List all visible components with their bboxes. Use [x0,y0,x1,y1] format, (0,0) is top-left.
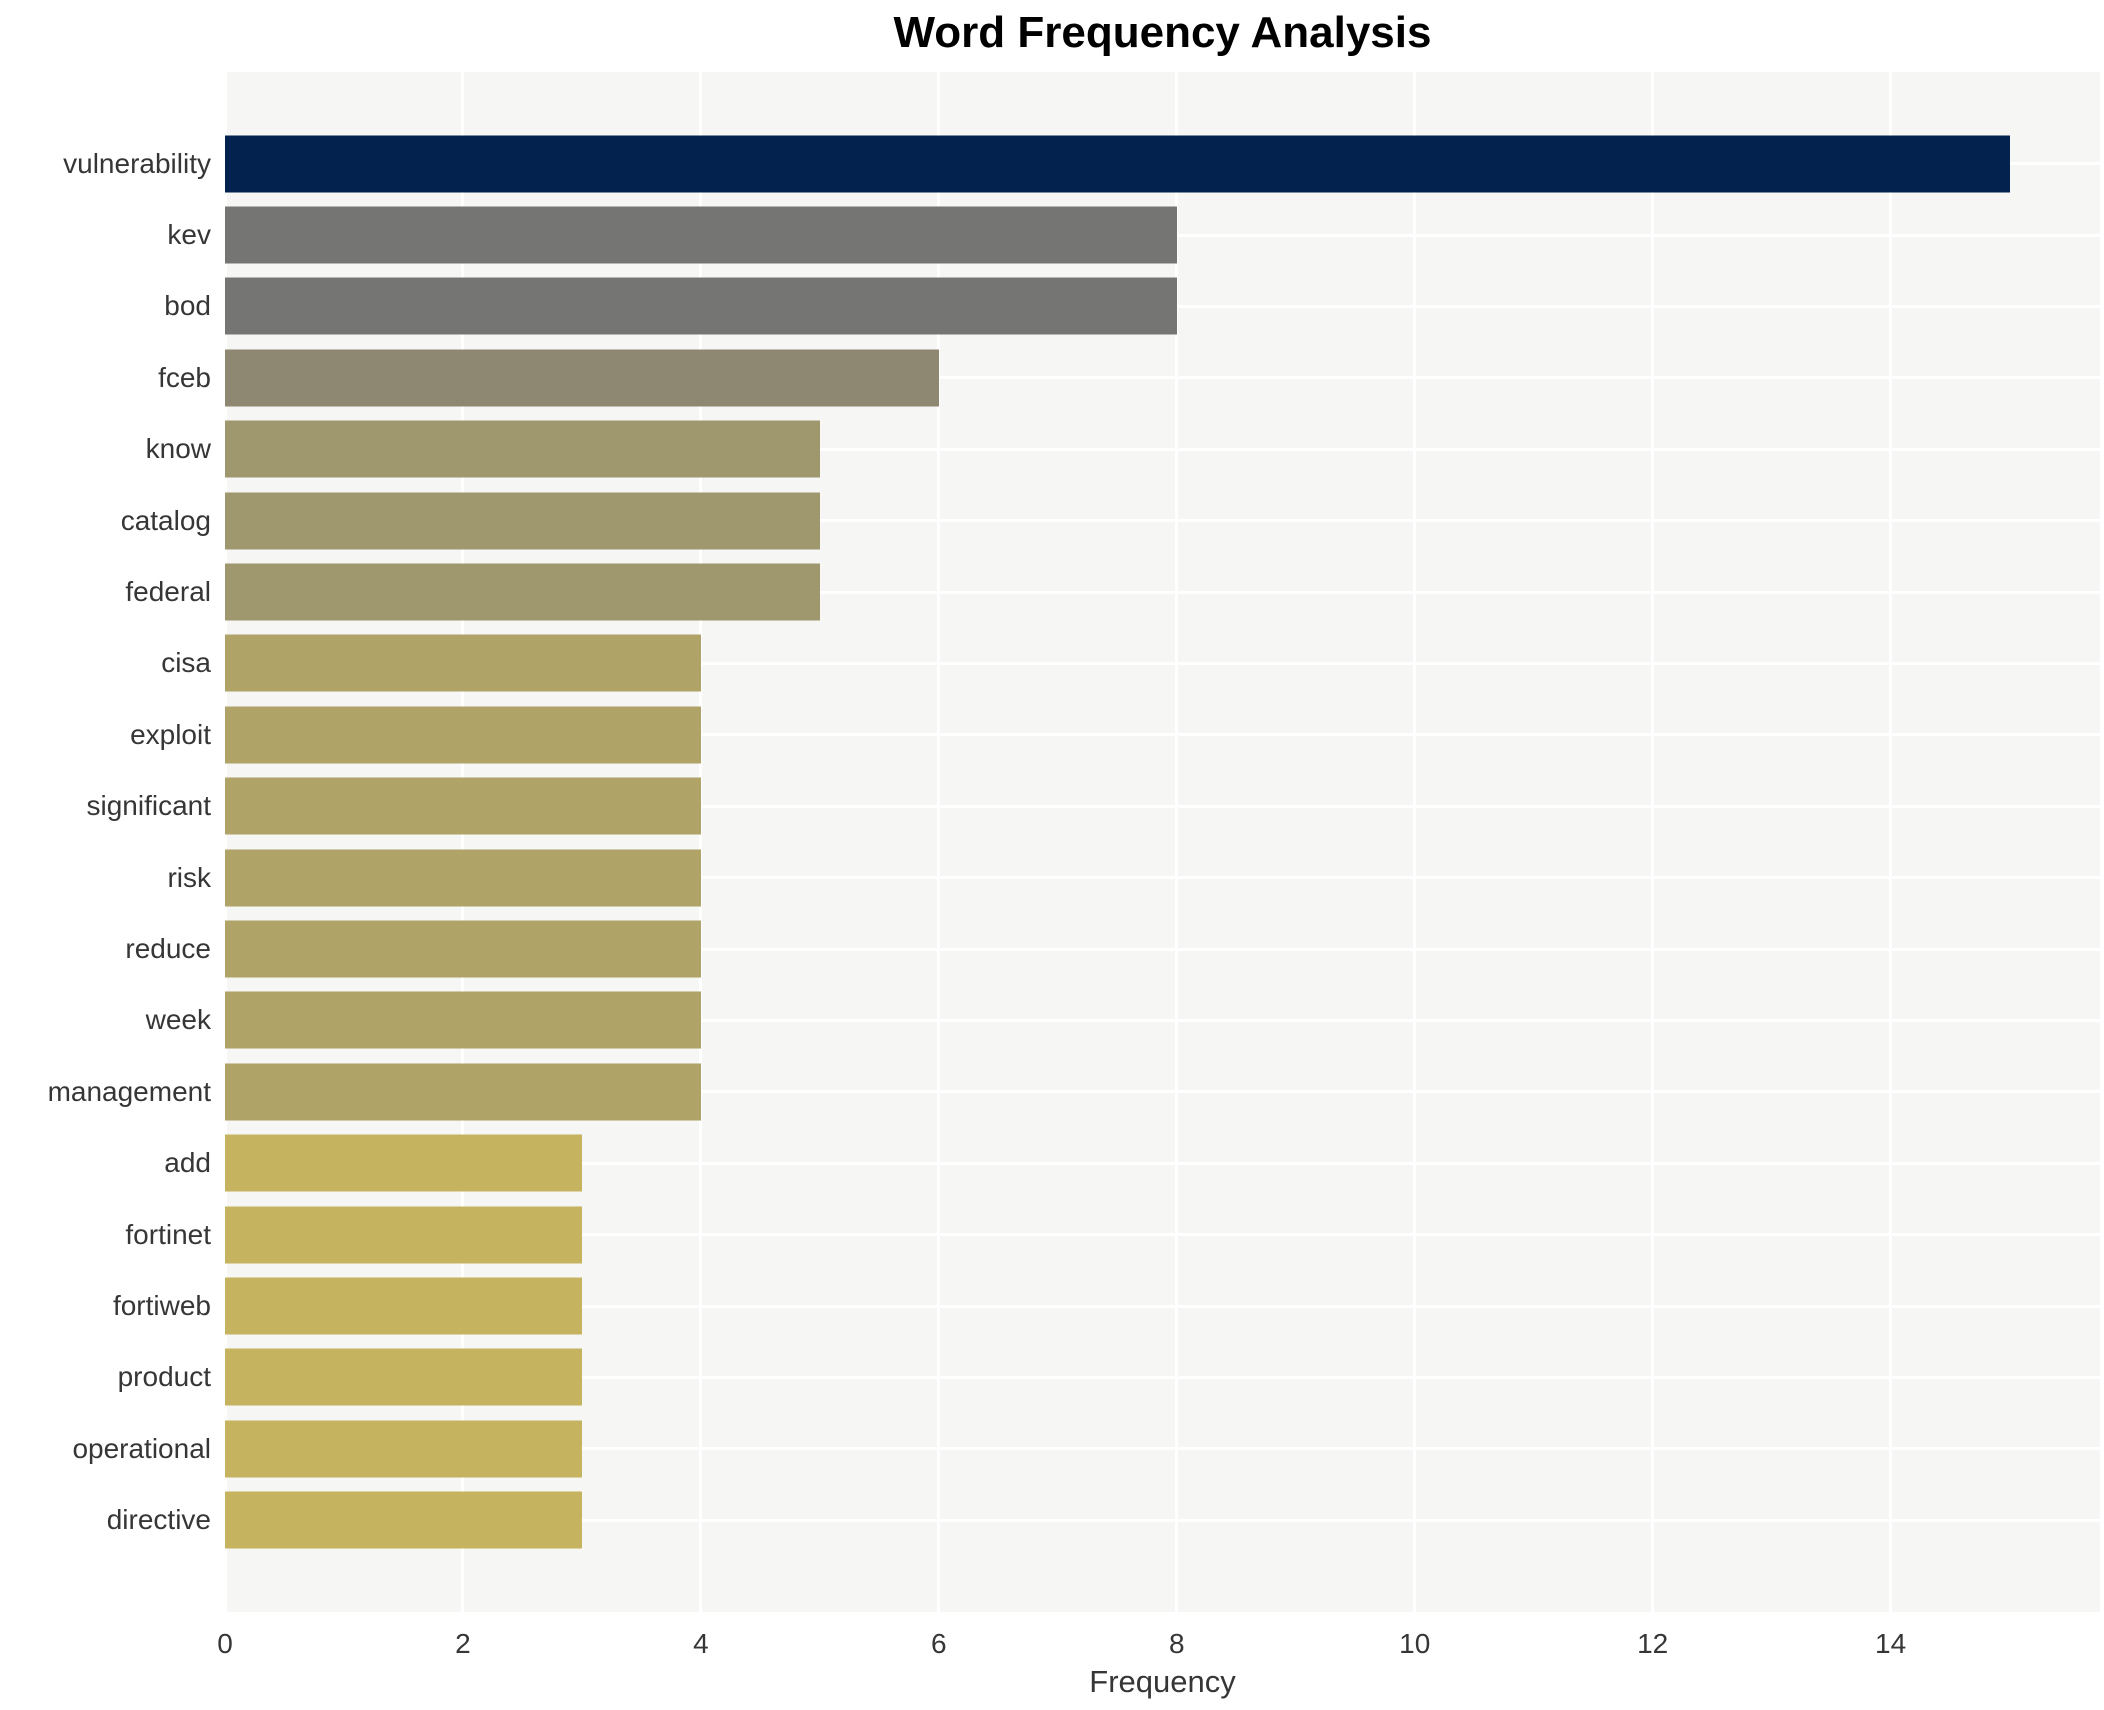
y-tick-label: bod [164,290,211,322]
y-tick-label: significant [86,790,211,822]
y-tick-label: directive [106,1504,211,1536]
x-axis-label: Frequency [1089,1664,1236,1699]
bar [225,991,701,1049]
bar [225,920,701,978]
bar [225,135,2010,193]
bar-row: federal [125,556,2100,627]
bar [225,206,1177,264]
bar-row: week [146,985,2100,1056]
bar [225,349,939,407]
x-tick-label: 2 [455,1628,471,1659]
y-tick-label: operational [72,1432,211,1464]
bar [225,563,820,621]
bar [225,777,701,835]
bar-row: risk [167,842,2100,913]
y-tick-label: kev [167,219,211,251]
bar-row: reduce [125,913,2100,984]
x-gridline [937,72,941,1612]
x-tick-label: 4 [693,1628,709,1659]
bar-row: bod [164,271,2100,342]
y-gridline [225,1019,2100,1022]
y-tick-label: add [164,1147,211,1179]
bar-rows: vulnerability kev bod fceb know catalog federa… [48,72,2100,1612]
y-tick-label: week [145,1004,211,1036]
bar [225,1134,582,1192]
bar-row: product [118,1342,2100,1413]
x-gridline [1651,72,1655,1612]
x-gridline [1413,72,1417,1612]
y-tick-label: federal [125,576,211,608]
y-gridline [225,1376,2100,1379]
bar [225,1277,582,1335]
x-tick-label: 12 [1637,1628,1669,1659]
bar-row: significant [86,771,2100,842]
y-tick-label: risk [167,861,211,893]
y-tick-label: fortinet [125,1218,211,1250]
x-tick-label: 8 [1168,1628,1185,1659]
y-gridline [225,1090,2100,1094]
y-tick-label: fceb [158,361,211,393]
x-gridline [699,72,703,1612]
bar [225,420,820,478]
bar-row: exploit [130,699,2100,770]
bar [225,1348,582,1406]
y-tick-label: product [117,1361,211,1393]
bar [225,1206,582,1264]
chart-title: Word Frequency Analysis [893,8,1432,57]
x-gridline [223,72,227,1612]
y-tick-label: reduce [125,933,211,965]
bar-row: cisa [161,628,2100,699]
x-tick-label: 0 [217,1628,233,1659]
y-gridline [225,519,2100,523]
y-tick-label: know [145,433,211,465]
bar-row: directive [107,1485,2100,1556]
bar-row: kev [167,199,2100,270]
bar [225,1420,582,1478]
bar-row: fortinet [125,1199,2100,1270]
bar-row: vulnerability [63,128,2100,199]
y-gridline [225,590,2100,594]
y-gridline [225,1161,2100,1165]
bar [225,277,1177,335]
bar-row: management [48,1056,2100,1127]
y-gridline [225,1447,2100,1451]
y-gridline [225,662,2100,665]
bar-row: fortiweb [113,1270,2100,1341]
y-tick-label: fortiweb [112,1290,211,1322]
x-tick-label: 14 [1875,1628,1907,1659]
bar-row: know [146,414,2100,485]
x-gridline [1889,72,1893,1612]
bar-row: catalog [121,485,2100,556]
x-tick-label: 6 [931,1628,947,1659]
y-gridline [225,876,2100,880]
bar-row: add [164,1128,2100,1199]
bar [225,634,701,692]
y-tick-label: management [47,1075,211,1107]
y-gridline [225,1233,2100,1237]
x-gridline [461,72,465,1612]
y-gridline [225,804,2100,808]
y-tick-label: cisa [161,647,211,679]
x-tick-label: 10 [1399,1628,1431,1659]
y-gridline [225,733,2100,737]
bar-row: operational [72,1413,2100,1484]
bar [225,1491,582,1549]
bar [225,706,701,764]
y-tick-label: catalog [120,504,211,536]
y-gridline [225,1304,2100,1308]
bar [225,849,701,907]
y-gridline [225,947,2100,951]
bar [225,1063,701,1121]
y-gridline [225,376,2100,380]
plot-area: vulnerability kev bod fceb know catalog federa… [48,72,2100,1612]
y-gridline [225,1518,2100,1522]
y-gridline [225,447,2100,451]
bar [225,492,820,550]
y-tick-label: exploit [130,718,211,750]
x-gridline [1175,72,1179,1612]
y-tick-label: vulnerability [63,147,211,179]
bar-row: fceb [158,342,2100,413]
